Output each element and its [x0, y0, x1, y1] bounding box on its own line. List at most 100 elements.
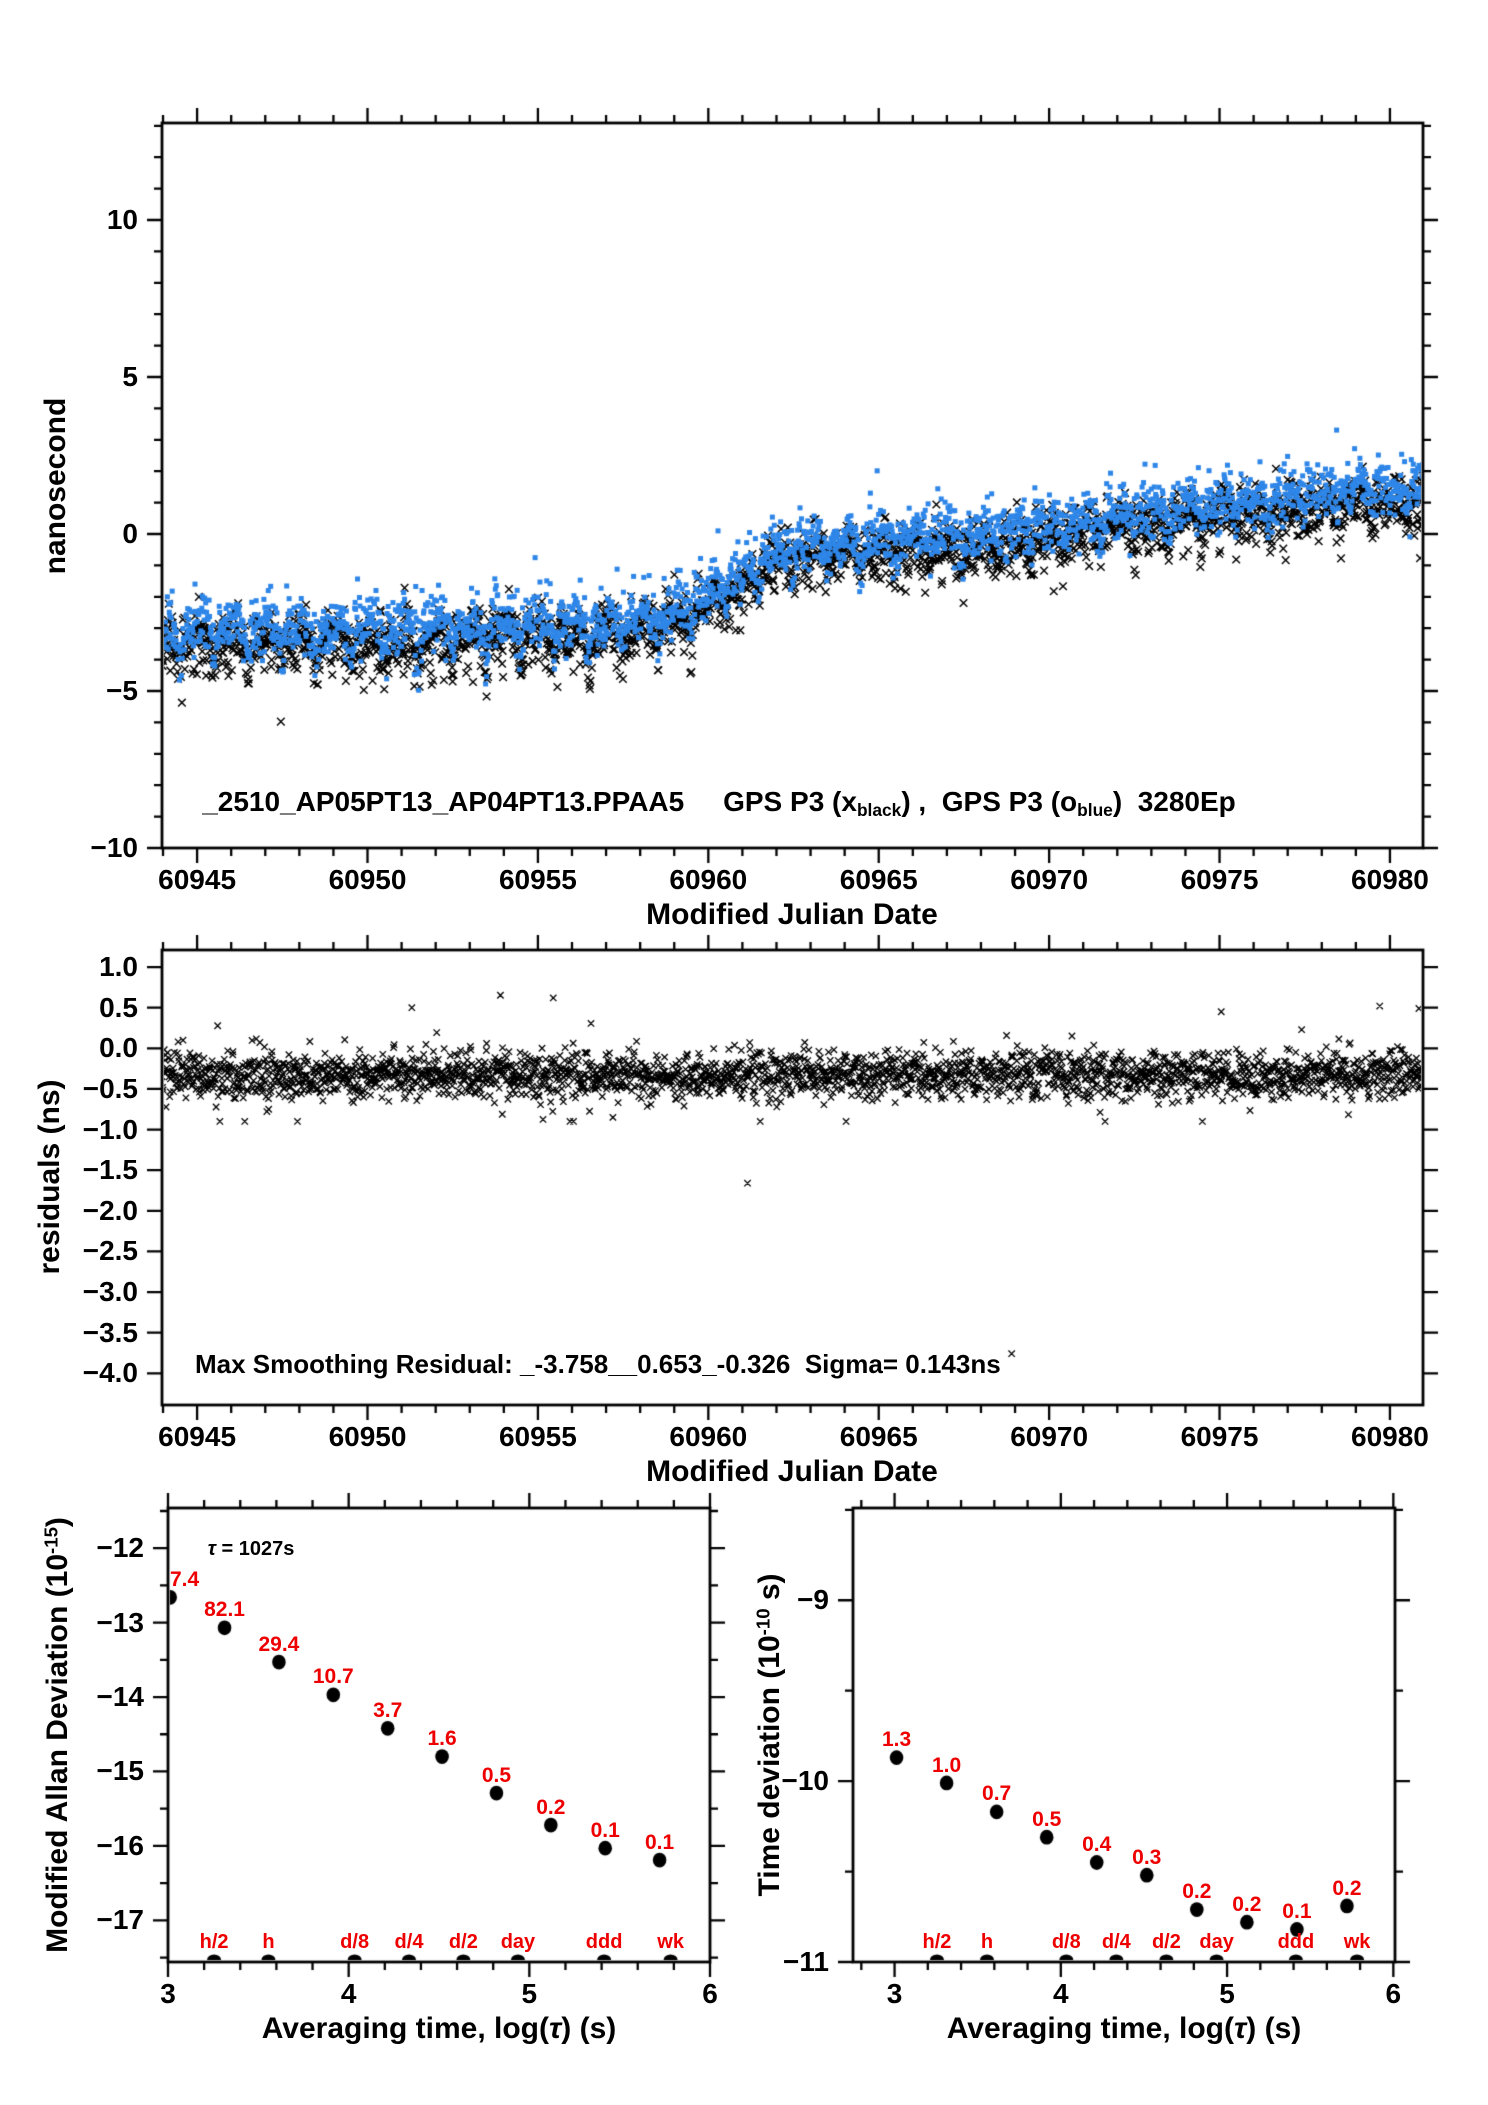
data-point-label: 7.4 — [170, 1567, 200, 1591]
time-marker-label: h/2 — [199, 1931, 229, 1953]
time-marker-label: d/2 — [448, 1931, 478, 1953]
tdev-plot-canvas — [827, 1482, 1421, 1988]
y-tick-label: −9 — [797, 1584, 829, 1616]
x-tick-label: 60980 — [1351, 1421, 1429, 1452]
y-tick-label: 1.0 — [99, 951, 138, 983]
mdev-annotation: τ = 1027s — [208, 1539, 295, 1560]
y-tick-label: −2.0 — [82, 1194, 138, 1226]
label-text: τ — [207, 1538, 216, 1561]
x-tick-label: 60955 — [498, 1421, 577, 1452]
time-marker-label: day — [1199, 1931, 1234, 1953]
label-text: = 1027s — [215, 1538, 295, 1561]
residuals-xaxis-title: Modified Julian Date — [646, 1455, 938, 1488]
y-tick-label: 0.5 — [99, 991, 138, 1023]
time-marker-label: day — [500, 1931, 536, 1953]
y-tick-label: −1.5 — [82, 1154, 138, 1186]
label-text: ) — [41, 1517, 74, 1528]
res-plot-canvas — [136, 924, 1449, 1431]
y-tick-label: −5 — [106, 675, 138, 706]
data-point-label: 1.0 — [931, 1753, 962, 1777]
data-point-label: 0.1 — [1282, 1900, 1312, 1924]
data-point-label: 82.1 — [204, 1598, 245, 1622]
data-point-label: 0.7 — [982, 1782, 1012, 1806]
y-tick-label: −11 — [783, 1946, 829, 1977]
y-tick-label: −10 — [90, 832, 139, 863]
time-marker-label: d/2 — [1151, 1931, 1181, 1953]
subscript-text: blue — [1077, 799, 1113, 820]
x-tick-label: 60955 — [498, 864, 577, 895]
y-tick-label: −14 — [96, 1681, 145, 1713]
time-marker-label: h — [262, 1931, 275, 1953]
data-point-label: 3.7 — [373, 1698, 403, 1722]
mdev-yaxis-title: Modified Allan Deviation (10-15) — [40, 1517, 74, 1953]
time-marker-label: d/8 — [1051, 1931, 1081, 1953]
x-tick-label: 4 — [1053, 1978, 1069, 2009]
averaging-time-xaxis-title: Averaging time, log(τ) (s) — [947, 2014, 1302, 2044]
label-text: ) 3280Ep — [1112, 785, 1236, 817]
y-tick-label: −0.5 — [82, 1072, 138, 1104]
data-point-label: 0.1 — [590, 1818, 620, 1842]
time-marker-label: d/8 — [340, 1931, 370, 1953]
x-tick-label: 60980 — [1351, 864, 1429, 895]
y-tick-label: 10 — [106, 204, 138, 236]
y-tick-label: 0 — [122, 518, 138, 549]
x-tick-label: 60970 — [1010, 864, 1089, 895]
y-tick-label: −10 — [781, 1765, 830, 1797]
data-point-label: 1.3 — [881, 1728, 912, 1752]
time-marker-label: wk — [1343, 1931, 1371, 1953]
data-point-label: 0.2 — [1232, 1892, 1262, 1916]
data-point-label: 0.2 — [1182, 1880, 1212, 1904]
time-marker-label: h/2 — [922, 1931, 952, 1953]
x-tick-label: 3 — [886, 1978, 903, 2009]
x-tick-label: 60960 — [669, 1421, 748, 1452]
y-tick-label: −3.5 — [82, 1316, 138, 1348]
x-tick-label: 6 — [702, 1978, 718, 2009]
time-marker-label: wk — [657, 1931, 684, 1953]
time-marker-label: d/4 — [394, 1931, 424, 1953]
data-point-label: 0.4 — [1082, 1833, 1112, 1857]
top-plot-canvas — [136, 97, 1449, 874]
x-tick-label: 60970 — [1010, 1421, 1089, 1452]
averaging-time-xaxis-title: Averaging time, log(τ) (s) — [262, 2014, 617, 2044]
residuals-yaxis-title: residuals (ns) — [33, 1079, 66, 1275]
y-tick-label: −16 — [96, 1829, 145, 1861]
y-tick-label: 0.0 — [99, 1032, 138, 1064]
label-text: Averaging time, log( — [261, 2012, 549, 2045]
y-tick-label: 5 — [122, 361, 138, 393]
x-tick-label: 60945 — [158, 864, 237, 895]
label-text: _2510_AP05PT13_AP04PT13.PPAA5 GPS P3 (x — [202, 785, 857, 817]
y-tick-label: −4.0 — [82, 1357, 138, 1389]
x-tick-label: 60975 — [1180, 864, 1259, 895]
data-point-label: 0.2 — [1332, 1876, 1362, 1900]
superscript-text: -10 — [752, 1608, 774, 1636]
time-marker-label: d/4 — [1101, 1931, 1131, 1953]
x-tick-label: 60965 — [839, 1421, 918, 1452]
label-text: ) (s) — [561, 2012, 617, 2045]
y-tick-label: −12 — [96, 1532, 145, 1564]
superscript-text: -15 — [40, 1527, 62, 1554]
y-tick-label: −17 — [96, 1904, 145, 1936]
data-point-label: 0.3 — [1132, 1845, 1162, 1869]
data-point-label: 29.4 — [258, 1632, 300, 1656]
x-tick-label: 3 — [160, 1978, 176, 2009]
data-point-label: 0.5 — [1032, 1807, 1062, 1831]
y-tick-label: −3.0 — [82, 1276, 138, 1308]
top-annotation: _2510_AP05PT13_AP04PT13.PPAA5 GPS P3 (xb… — [202, 785, 1236, 819]
label-text: τ — [549, 2012, 562, 2045]
label-text: Averaging time, log( — [946, 2012, 1234, 2045]
data-point-label: 0.1 — [644, 1830, 675, 1854]
data-point-label: 0.2 — [536, 1795, 566, 1819]
x-tick-label: 60950 — [328, 864, 407, 895]
y-tick-label: −2.5 — [82, 1235, 138, 1267]
label-text: Modified Allan Deviation (10 — [41, 1553, 74, 1953]
time-marker-label: h — [980, 1931, 994, 1953]
label-text: ) (s) — [1246, 2012, 1302, 2045]
data-point-label: 10.7 — [312, 1665, 354, 1689]
y-tick-label: −13 — [96, 1606, 145, 1638]
x-tick-label: 6 — [1385, 1978, 1402, 2009]
x-tick-label: 60960 — [669, 864, 748, 895]
x-tick-label: 5 — [1219, 1978, 1235, 2009]
subscript-text: black — [856, 799, 902, 820]
x-tick-label: 60975 — [1180, 1421, 1259, 1452]
